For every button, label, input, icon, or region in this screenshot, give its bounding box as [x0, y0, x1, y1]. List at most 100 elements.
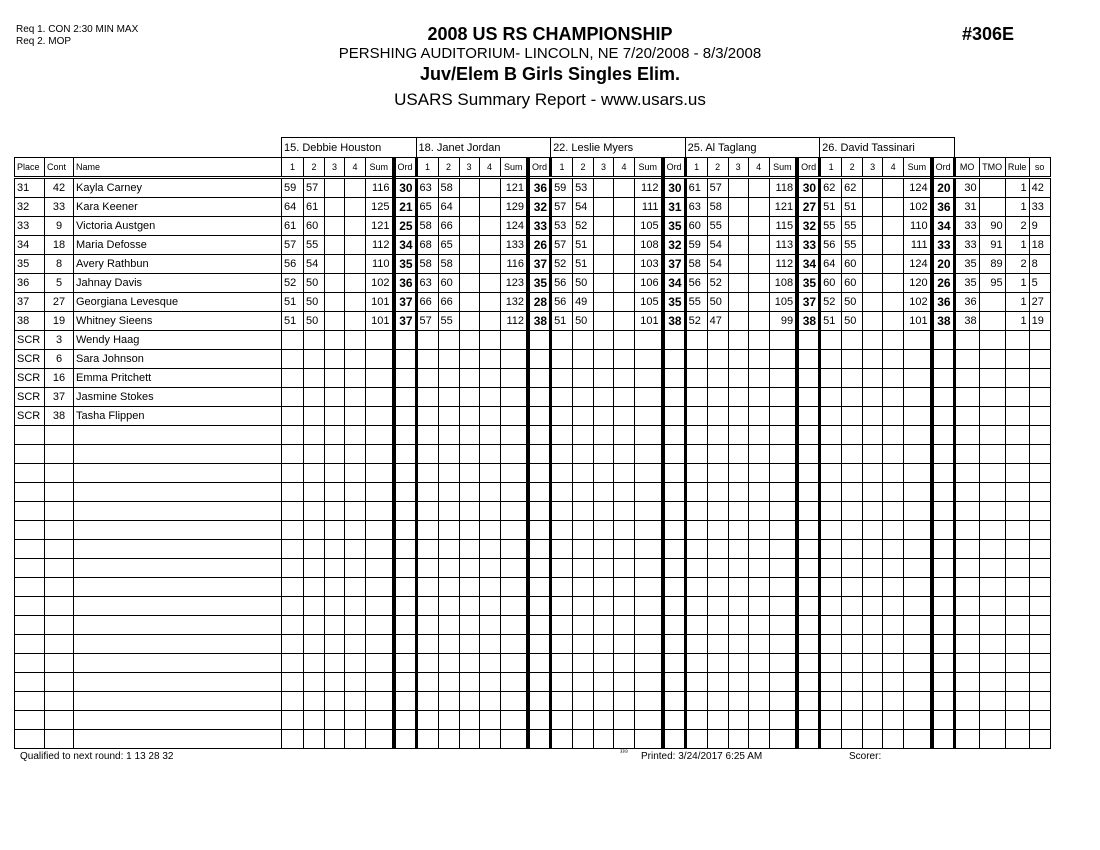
score-4: [882, 235, 905, 255]
ordinal: [929, 691, 956, 711]
score-sum: [634, 596, 664, 616]
rule: 1: [1004, 197, 1030, 217]
skater-name: Kara Keener: [73, 197, 282, 217]
score-1: [415, 501, 439, 521]
scorer-label: Scorer:: [849, 751, 882, 762]
score-1: [415, 444, 439, 464]
score-1: [415, 463, 439, 483]
mo: 33: [953, 235, 980, 255]
cont: 9: [44, 216, 74, 236]
ordinal: 38: [526, 311, 553, 331]
score-1: [281, 425, 304, 445]
score-4: [344, 501, 366, 521]
score-sum: 113: [768, 235, 798, 255]
score-2: [841, 425, 864, 445]
score-sum: [768, 368, 798, 388]
skater-name: [73, 539, 282, 559]
score-2: [303, 425, 325, 445]
score-1: 56: [819, 235, 843, 255]
score-2: [437, 520, 460, 540]
place: [14, 444, 45, 464]
score-4: [344, 368, 366, 388]
ordinal: [660, 349, 687, 369]
ordinal: [526, 463, 553, 483]
score-2: [303, 577, 325, 597]
score-4: [478, 444, 501, 464]
tmo: [978, 292, 1006, 312]
score-4: [478, 216, 501, 236]
score-sum: 108: [768, 273, 798, 293]
score-4: [478, 501, 501, 521]
ordinal: [526, 501, 553, 521]
tmo: [978, 330, 1006, 350]
score-1: 57: [281, 235, 304, 255]
ordinal: [660, 558, 687, 578]
score-2: [841, 691, 864, 711]
score-2: [572, 672, 595, 692]
score-sum: [499, 691, 529, 711]
cont: 18: [44, 235, 74, 255]
score-sum: 102: [365, 273, 394, 293]
score-2: 51: [841, 197, 864, 217]
score-1: [819, 501, 843, 521]
score-sum: [903, 577, 933, 597]
score-1: [550, 539, 574, 559]
score-2: 54: [303, 254, 325, 274]
place: 35: [14, 254, 45, 274]
score-3: [862, 292, 884, 312]
score-sum: [365, 558, 394, 578]
score-2: [572, 444, 595, 464]
score-sum: [903, 520, 933, 540]
score-sum: 101: [634, 311, 664, 331]
score-4: [882, 482, 905, 502]
score-2: [572, 729, 595, 749]
score-2: [706, 634, 729, 654]
score-sum: [903, 425, 933, 445]
score-1: [550, 501, 574, 521]
score-sum: [499, 482, 529, 502]
score-1: [684, 729, 708, 749]
tmo: 89: [978, 254, 1006, 274]
cont: [44, 539, 74, 559]
so: [1028, 406, 1051, 426]
score-sum: [499, 710, 529, 730]
score-4: [747, 368, 770, 388]
score-sum: [768, 558, 798, 578]
score-3: [458, 444, 480, 464]
score-1: [550, 634, 574, 654]
mo: [953, 520, 980, 540]
score-2: [572, 596, 595, 616]
score-sum: [634, 330, 664, 350]
col-judge-3: 3: [458, 157, 480, 179]
place: [14, 482, 45, 502]
ordinal: 30: [795, 177, 822, 198]
score-4: [613, 482, 636, 502]
ordinal: 38: [660, 311, 687, 331]
score-4: [478, 653, 501, 673]
rule: [1004, 634, 1030, 654]
requirements: Req 1. CON 2:30 MIN MAX Req 2. MOP: [16, 24, 138, 48]
ordinal: [660, 672, 687, 692]
skater-name: Wendy Haag: [73, 330, 282, 350]
score-4: [613, 558, 636, 578]
score-3: [593, 235, 615, 255]
score-sum: [768, 425, 798, 445]
score-3: [593, 615, 615, 635]
score-2: [841, 520, 864, 540]
score-3: [458, 292, 480, 312]
table-row: [14, 425, 1051, 445]
score-4: [747, 292, 770, 312]
score-2: [303, 596, 325, 616]
score-1: [819, 596, 843, 616]
col-judge-ord: Ord: [660, 157, 687, 179]
score-1: [550, 482, 574, 502]
score-1: [819, 672, 843, 692]
score-1: [819, 330, 843, 350]
score-2: [841, 577, 864, 597]
score-sum: 101: [903, 311, 933, 331]
ordinal: [929, 501, 956, 521]
ordinal: [660, 406, 687, 426]
table-row: 37 27 Georgiana Levesque 51 50 101 37 66 66 132 28…: [14, 292, 1051, 312]
score-1: [415, 691, 439, 711]
score-3: [727, 235, 749, 255]
